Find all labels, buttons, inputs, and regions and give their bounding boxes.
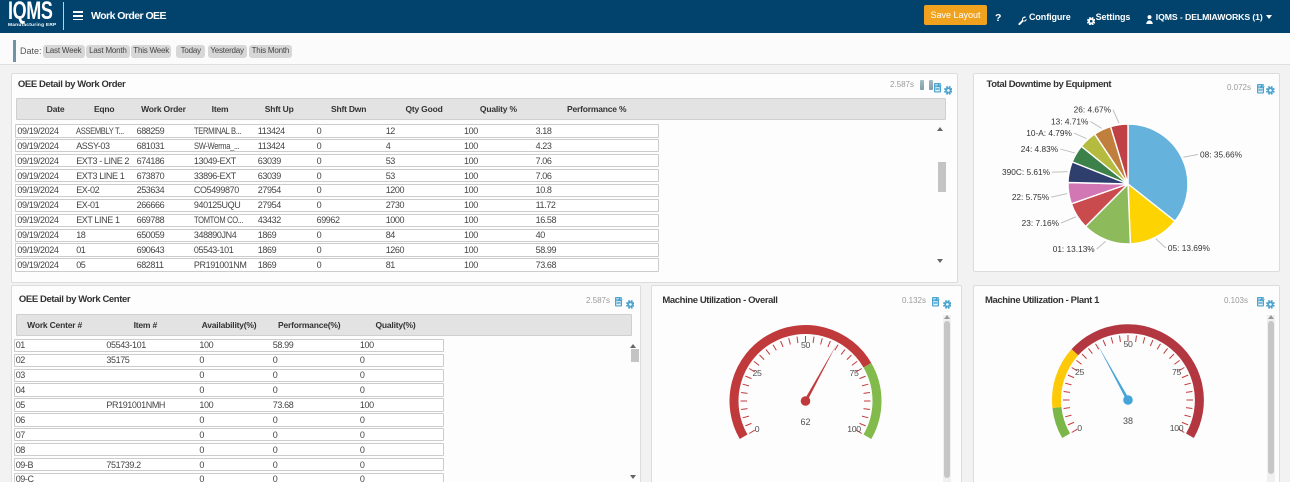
svg-text:24: 4.83%: 24: 4.83% [1021, 144, 1059, 154]
svg-text:01: 13.13%: 01: 13.13% [1053, 244, 1096, 254]
svg-text:100: 100 [847, 424, 861, 434]
svg-text:75: 75 [1172, 367, 1182, 377]
svg-text:75: 75 [849, 368, 859, 378]
svg-text:50: 50 [801, 340, 811, 350]
svg-text:23: 7.16%: 23: 7.16% [1022, 218, 1060, 228]
svg-text:390C: 5.61%: 390C: 5.61% [1002, 167, 1051, 177]
svg-text:0: 0 [755, 424, 760, 434]
svg-text:0: 0 [1077, 423, 1082, 433]
svg-text:05: 13.69%: 05: 13.69% [1168, 243, 1211, 253]
svg-text:26: 4.67%: 26: 4.67% [1074, 105, 1112, 115]
svg-text:25: 25 [1075, 367, 1085, 377]
svg-text:22: 5.75%: 22: 5.75% [1012, 192, 1050, 202]
svg-text:10-A: 4.79%: 10-A: 4.79% [1026, 128, 1072, 138]
svg-text:50: 50 [1123, 339, 1133, 349]
svg-text:38: 38 [1123, 416, 1133, 426]
svg-text:62: 62 [800, 417, 810, 427]
svg-text:13: 4.71%: 13: 4.71% [1051, 116, 1089, 126]
svg-text:08: 35.66%: 08: 35.66% [1200, 149, 1243, 159]
svg-text:25: 25 [752, 368, 762, 378]
svg-text:100: 100 [1170, 423, 1184, 433]
